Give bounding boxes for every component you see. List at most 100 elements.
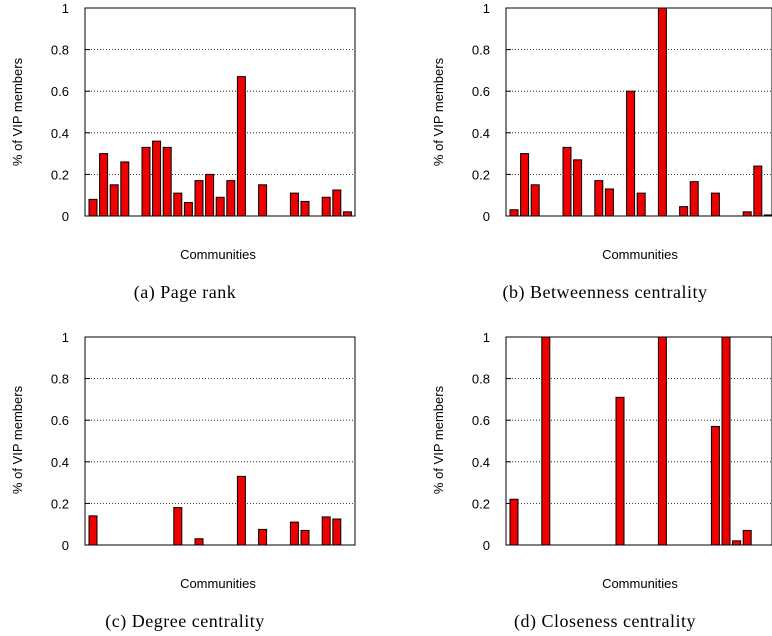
bar: [509, 498, 519, 546]
panel-caption: (a) Page rank: [134, 282, 236, 303]
bar: [205, 173, 215, 217]
y-tick-label: 0: [62, 538, 69, 553]
bar: [530, 184, 540, 217]
x-axis-label: Communities: [602, 247, 678, 262]
plot-frame: [84, 7, 356, 217]
plot-frame: [84, 336, 356, 546]
bar: [300, 200, 310, 217]
bar: [679, 206, 689, 217]
plot-area: 0 0.2 0.4 0.6 0.8 1: [472, 1, 772, 224]
y-tick-label: 0.2: [472, 496, 490, 511]
bar: [258, 528, 268, 546]
bar: [657, 7, 667, 217]
bar: [120, 161, 130, 217]
panel-betweenness-centrality: 0 0.2 0.4 0.6 0.8 1 Communities % of VIP memb…: [431, 1, 772, 303]
y-tick-label: 0.4: [51, 126, 69, 141]
plot-area: 0 0.2 0.4 0.6 0.8 1: [51, 1, 356, 224]
bar: [236, 475, 246, 546]
bar: [88, 198, 98, 217]
bar: [636, 192, 646, 217]
bar: [88, 515, 98, 546]
bar: [626, 90, 636, 217]
x-axis-label: Communities: [602, 576, 678, 591]
x-axis-label: Communities: [180, 247, 256, 262]
y-axis-label: % of VIP members: [10, 57, 25, 166]
y-tick-label: 0.8: [51, 372, 69, 387]
bar: [509, 209, 519, 217]
y-tick-label: 0.4: [472, 455, 490, 470]
plot-frame: [505, 7, 772, 217]
y-tick-label: 0.6: [51, 413, 69, 428]
y-tick-label: 0.2: [51, 496, 69, 511]
y-tick-label: 0.4: [472, 126, 490, 141]
bar: [152, 140, 162, 217]
plot-area: 0 0.2 0.4 0.6 0.8 1: [472, 330, 772, 553]
bar: [753, 165, 763, 217]
x-axis-label: Communities: [180, 576, 256, 591]
bar: [109, 184, 119, 217]
y-axis-label: % of VIP members: [431, 57, 446, 166]
y-tick-label: 0: [483, 538, 490, 553]
y-tick-label: 1: [483, 330, 490, 345]
bar: [594, 180, 604, 217]
bar: [615, 396, 625, 546]
y-tick-label: 0: [483, 209, 490, 224]
bar: [710, 192, 720, 217]
y-tick-label: 0.2: [472, 167, 490, 182]
y-tick-label: 0: [62, 209, 69, 224]
bar: [573, 159, 583, 217]
bar: [321, 516, 331, 546]
bar: [689, 181, 699, 217]
plot-area: 0 0.2 0.4 0.6 0.8 1: [51, 330, 356, 553]
bar: [162, 146, 172, 217]
y-tick-label: 0.8: [51, 43, 69, 58]
bar: [194, 180, 204, 217]
bar: [541, 336, 551, 546]
y-tick-label: 1: [62, 1, 69, 16]
bar: [742, 529, 752, 546]
y-tick-label: 0.6: [472, 84, 490, 99]
bar: [215, 196, 225, 217]
y-tick-label: 0.4: [51, 455, 69, 470]
bar: [173, 192, 183, 217]
y-tick-label: 1: [483, 1, 490, 16]
bar: [604, 188, 614, 217]
bar: [183, 201, 193, 217]
panel-page-rank: 0 0.2 0.4 0.6 0.8 1 Communities % of VIP memb…: [10, 1, 356, 303]
bar: [520, 153, 530, 217]
bar: [710, 425, 720, 546]
panel-degree-centrality: 0 0.2 0.4 0.6 0.8 1 Communities % of VIP memb…: [10, 330, 356, 632]
bar: [732, 540, 742, 546]
bar: [300, 529, 310, 546]
bar: [289, 192, 299, 217]
bar: [236, 76, 246, 217]
bar: [742, 211, 752, 217]
y-axis-label: % of VIP members: [10, 385, 25, 494]
bar: [173, 507, 183, 546]
bar: [226, 180, 236, 217]
y-tick-label: 0.8: [472, 43, 490, 58]
bar: [332, 518, 342, 546]
bar: [342, 211, 352, 217]
bar: [321, 196, 331, 217]
panel-closeness-centrality: 0 0.2 0.4 0.6 0.8 1 Communities % of VIP memb…: [431, 330, 772, 632]
y-tick-label: 0.6: [472, 413, 490, 428]
y-tick-label: 0.6: [51, 84, 69, 99]
bar: [657, 336, 667, 546]
bar: [332, 189, 342, 217]
y-tick-label: 1: [62, 330, 69, 345]
panel-caption: (c) Degree centrality: [105, 611, 264, 632]
bar: [721, 336, 731, 546]
y-axis-label: % of VIP members: [431, 385, 446, 494]
plot-frame: [505, 336, 772, 546]
bar: [562, 146, 572, 217]
bar: [194, 538, 204, 546]
bar: [258, 184, 268, 217]
y-tick-label: 0.2: [51, 167, 69, 182]
panel-caption: (d) Closeness centrality: [514, 611, 696, 632]
panel-caption: (b) Betweenness centrality: [503, 282, 708, 303]
bar: [141, 146, 151, 217]
y-tick-label: 0.8: [472, 372, 490, 387]
bar: [99, 153, 109, 217]
